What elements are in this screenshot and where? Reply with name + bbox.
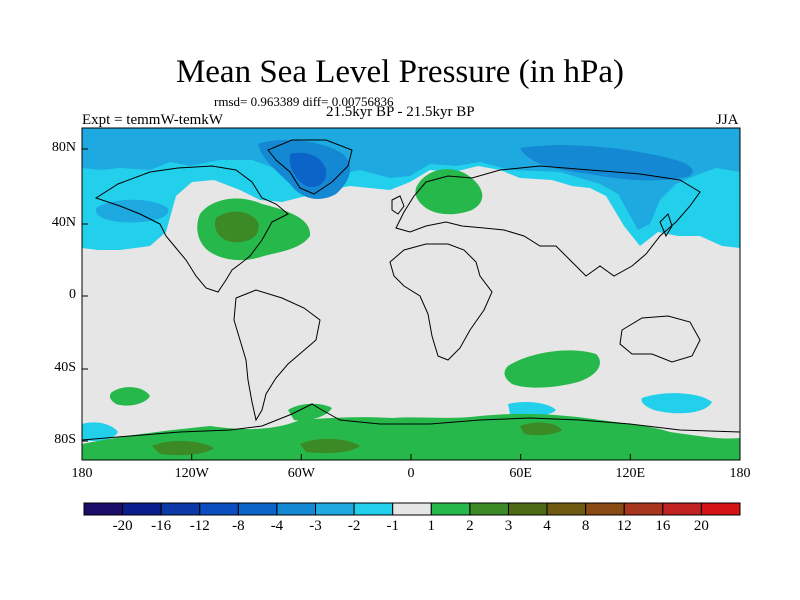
- colorbar-swatch: [83, 502, 124, 516]
- southern-low-1: [82, 422, 118, 442]
- map-title: Mean Sea Level Pressure (in hPa): [175, 54, 625, 90]
- lat-label: 40N: [51, 215, 76, 230]
- experiment-label: Expt = temmW-temkW: [82, 112, 223, 128]
- antarctic-peninsula-high: [288, 403, 332, 421]
- colorbar-swatch: [199, 502, 239, 516]
- southern-low-2: [641, 393, 712, 414]
- colorbar-swatch: [469, 502, 509, 516]
- greenland-low-center: [289, 152, 327, 188]
- lat-label: 80S: [54, 432, 76, 447]
- coast-north-america: [94, 165, 289, 293]
- colorbar-label: 8: [581, 518, 590, 534]
- colorbar-label: -4: [270, 518, 284, 534]
- coast-africa: [389, 243, 493, 361]
- colorbar-label: -2: [347, 518, 361, 534]
- antarctic-high-core-2: [300, 438, 360, 454]
- antarctic-high-band: [82, 413, 740, 460]
- lat-label: 0: [69, 287, 76, 302]
- colorbar-swatch: [546, 502, 587, 516]
- lon-label: 60W: [287, 466, 315, 481]
- lon-label: 0: [407, 466, 415, 481]
- coast-australia: [619, 315, 701, 363]
- coast-japan: [659, 213, 673, 238]
- coast-south-america: [233, 289, 321, 422]
- colorbar-label: 20: [693, 518, 709, 534]
- colorbar-swatch: [700, 502, 741, 516]
- map-plot-area: [82, 128, 740, 460]
- south-pacific-high: [109, 387, 150, 406]
- coast-antarctica: [82, 403, 740, 441]
- colorbar-label: -12: [189, 518, 210, 534]
- lon-label: 120W: [174, 466, 209, 481]
- colorbar-label: 1: [427, 518, 436, 534]
- colorbar-swatch: [160, 502, 201, 516]
- coastlines: [82, 139, 740, 441]
- lat-label: 80N: [51, 140, 76, 155]
- colorbar-swatch: [315, 502, 355, 516]
- colorbar-label: -8: [232, 518, 245, 534]
- coast-greenland: [267, 139, 353, 195]
- colorbar-swatch: [623, 502, 664, 516]
- lon-label: 180: [71, 466, 93, 481]
- lat-label: 40S: [54, 360, 76, 375]
- colorbar-label: 16: [655, 518, 671, 534]
- antarctic-high-core-3: [520, 422, 562, 436]
- colorbar-swatch: [122, 502, 162, 516]
- lon-label: 180: [729, 466, 751, 481]
- colorbar-swatch: [662, 502, 702, 516]
- north-america-high-core: [214, 211, 259, 243]
- lon-label: 60E: [509, 466, 532, 481]
- period-label: 21.5kyr BP - 21.5kyr BP: [326, 104, 475, 120]
- colorbar-label: -20: [112, 518, 133, 534]
- colorbar-swatch: [507, 502, 548, 516]
- colorbar-label: -3: [309, 518, 322, 534]
- colorbar-swatch: [392, 502, 432, 516]
- colorbar-swatch: [430, 502, 471, 516]
- colorbar-swatch: [237, 502, 278, 516]
- southern-low-3: [508, 402, 556, 417]
- coast-uk: [391, 195, 405, 215]
- stats-text: rmsd= 0.963389 diff= 0.00756836: [214, 94, 394, 109]
- south-indian-ocean-high: [504, 350, 600, 388]
- colorbar-label: -16: [151, 518, 172, 534]
- colorbar-label: -1: [386, 518, 399, 534]
- colorbar-swatch: [585, 502, 625, 516]
- colorbar-swatch: [276, 502, 317, 516]
- colorbar-label: 4: [543, 518, 551, 534]
- lon-label: 120E: [615, 466, 646, 481]
- colorbar-label: 12: [616, 518, 632, 534]
- siberia-low-core: [520, 145, 693, 181]
- colorbar-label: 3: [504, 518, 513, 534]
- coast-eurasia: [395, 165, 701, 277]
- antarctic-high-core-1: [152, 440, 214, 456]
- colorbar-label: 2: [466, 518, 474, 534]
- colorbar: [83, 502, 741, 516]
- season-label: JJA: [716, 112, 739, 128]
- colorbar-swatch: [353, 502, 394, 516]
